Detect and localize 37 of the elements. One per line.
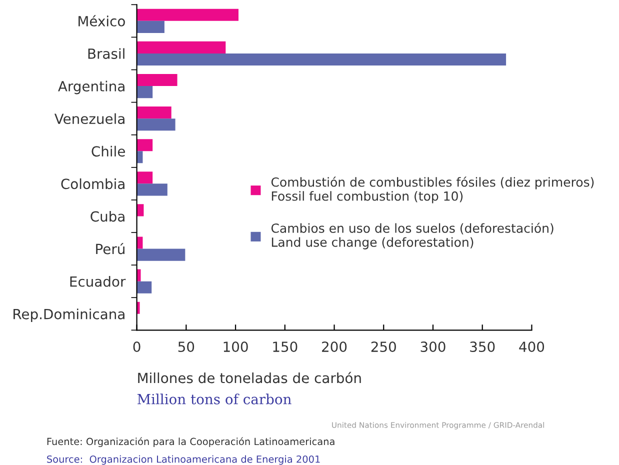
bar — [136, 74, 178, 86]
y-tick-label: Venezuela — [54, 113, 124, 124]
x-tick-label: 100 — [224, 342, 248, 352]
source-note: Source: Organizacion Latinoamericana de Energia 2001 — [47, 455, 320, 465]
bar — [136, 118, 176, 131]
bar — [136, 184, 168, 196]
legend-label: Cambios en uso de los suelos (deforestación) Land use change (deforestation) — [271, 222, 554, 250]
y-tick-label: México — [78, 15, 125, 26]
bar — [136, 106, 172, 119]
x-tick-label: 350 — [470, 342, 495, 352]
bar — [136, 139, 153, 152]
bar — [136, 8, 238, 21]
x-tick-label: 400 — [519, 342, 544, 352]
bar — [136, 20, 164, 33]
x-tick-label: 200 — [322, 342, 347, 352]
x-tick-label: 150 — [273, 342, 298, 352]
legend-label: Combustión de combustibles fósiles (diez primeros) Fossil fuel combustion (top 10) — [271, 176, 594, 204]
y-tick-label: Colombia — [61, 178, 124, 190]
y-tick-label: Chile — [92, 146, 125, 157]
y-tick-label: Ecuador — [70, 276, 126, 287]
y-tick-label: Cuba — [90, 210, 124, 222]
bar — [136, 281, 152, 294]
bar — [136, 248, 186, 261]
bar — [136, 53, 506, 66]
bar — [136, 172, 153, 184]
y-tick-label: Argentina — [58, 80, 124, 94]
x-tick-label: 300 — [420, 342, 446, 352]
y-tick-label: Brasil — [88, 48, 124, 59]
x-tick-label: 0 — [133, 342, 140, 352]
bar — [136, 86, 153, 98]
source-note: Fuente: Organización para la Cooperación Latinoamericana — [47, 437, 334, 448]
x-axis-title: Millones de toneladas de carbón Million tons of carbon — [137, 372, 361, 404]
y-tick-label: Rep.Dominicana — [14, 308, 124, 322]
y-tick-label: Perú — [96, 242, 124, 254]
x-tick-label: 50 — [178, 342, 194, 352]
x-tick-label: 250 — [371, 342, 396, 352]
bar — [136, 41, 226, 54]
